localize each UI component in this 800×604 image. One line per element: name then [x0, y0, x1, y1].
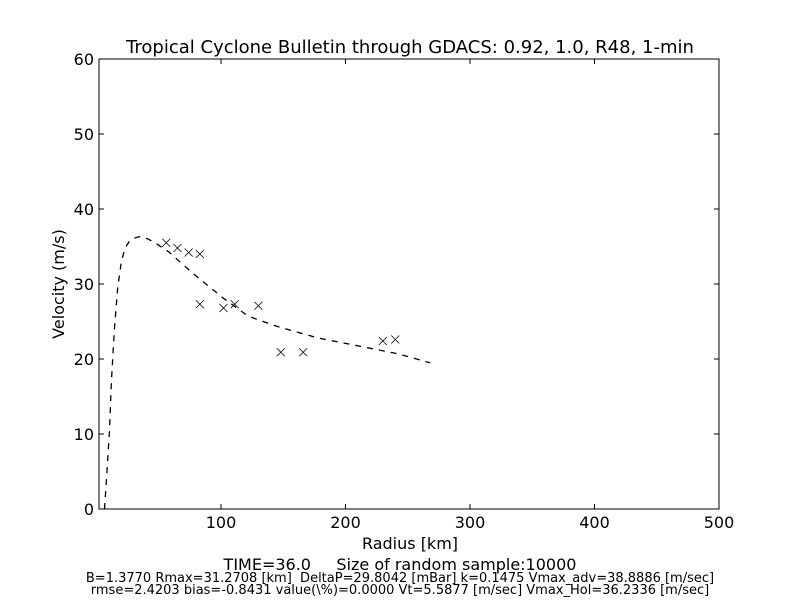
observation-marker — [230, 299, 239, 309]
plot-area — [103, 236, 431, 510]
model-profile-line — [103, 236, 431, 510]
y-tick-label: 50 — [74, 125, 94, 144]
x-axis-label: Radius [km] — [362, 534, 458, 553]
observation-marker — [276, 347, 286, 357]
axes-frame — [98, 58, 720, 510]
y-tick-label: 40 — [74, 200, 94, 219]
y-axis-label: Velocity (m/s) — [49, 229, 68, 339]
ticks: 100 200 300 400 500 0 10 20 30 40 50 60 — [74, 50, 735, 532]
y-tick-label: 10 — [74, 425, 94, 444]
y-tick-label: 0 — [84, 500, 94, 519]
observation-marker — [195, 299, 205, 309]
annotation-time-sample: TIME=36.0 Size of random sample:10000 — [223, 555, 577, 574]
chart-title: Tropical Cyclone Bulletin through GDACS:… — [125, 37, 694, 58]
observation-marker — [298, 347, 308, 357]
annotation-parameters: B=1.3770 Rmax=31.2708 [km] DeltaP=29.804… — [86, 571, 714, 586]
y-tick-label: 60 — [74, 50, 94, 69]
y-tick-label: 20 — [74, 350, 94, 369]
y-tick-label: 30 — [74, 275, 94, 294]
observation-marker — [219, 303, 228, 313]
x-tick-label: 500 — [704, 513, 735, 532]
annotation-statistics: rmse=2.4203 bias=-0.8431 value(\%)=0.000… — [91, 583, 709, 598]
observation-marker — [173, 243, 182, 253]
x-tick-label: 100 — [206, 513, 237, 532]
x-tick-label: 300 — [455, 513, 486, 532]
x-tick-label: 400 — [579, 513, 610, 532]
observation-marker — [391, 335, 400, 344]
observation-marker — [161, 238, 171, 248]
observation-marker — [378, 336, 388, 346]
observation-marker — [184, 248, 193, 257]
observation-marker — [254, 301, 263, 311]
x-tick-label: 200 — [330, 513, 361, 532]
observation-marker — [195, 249, 205, 259]
